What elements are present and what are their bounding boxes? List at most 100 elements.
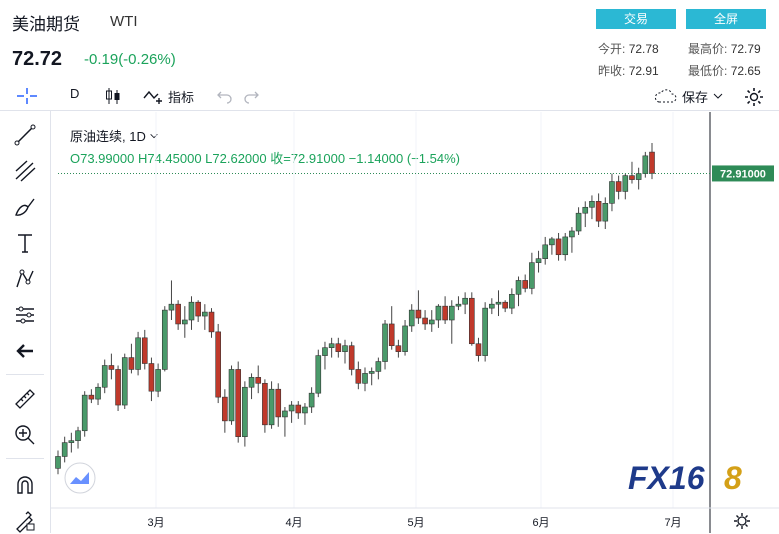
candle-body [195, 301, 201, 317]
x-tick-label: 6月 [532, 517, 549, 529]
fx168-watermark-eight: 8 [724, 460, 742, 496]
last-price: 72.72 [12, 48, 63, 70]
candle-body [515, 280, 522, 295]
candle-body [428, 319, 435, 325]
ruler-icon[interactable] [12, 386, 38, 412]
open-value: 72.78 [628, 42, 659, 56]
indicators-button[interactable]: 指标 [142, 86, 194, 106]
lock-draw-icon[interactable] [12, 508, 38, 534]
sidebar-separator [6, 374, 44, 375]
candle-body [535, 258, 542, 263]
candle-body [408, 309, 415, 327]
candle-body [555, 238, 562, 256]
last-price-tag [712, 165, 774, 182]
candle-body [649, 151, 655, 174]
candle-body [342, 345, 348, 352]
prev-close-value: 72.91 [628, 64, 659, 78]
candle-body [582, 206, 589, 214]
candle-body [135, 337, 141, 370]
back-arrow-icon[interactable] [12, 338, 38, 364]
candle-body [622, 175, 629, 192]
candle-body [268, 388, 275, 426]
save-label: 保存 [682, 89, 709, 105]
candle-body [168, 303, 175, 311]
interval-selector[interactable]: D [70, 86, 80, 101]
candle-body [642, 155, 649, 174]
candle-body [222, 396, 228, 422]
candle-body [455, 303, 462, 307]
candle-body [468, 297, 475, 345]
candle-body [248, 377, 255, 388]
candle-body [462, 297, 468, 305]
instrument-title: 美油期货 [12, 15, 80, 34]
x-tick-label: 4月 [285, 517, 302, 529]
candle-body [188, 301, 195, 321]
candle-body [569, 230, 575, 238]
candle-body [562, 236, 569, 256]
crosshair-icon[interactable] [14, 86, 40, 106]
ohlc-values: O73.99000 H74.45000 L72.62000 收=72.91000… [70, 151, 460, 166]
candle-type-icon[interactable] [104, 86, 122, 106]
candle-body [368, 371, 375, 374]
candle-body [402, 325, 408, 352]
candle-body [95, 386, 101, 400]
symbol-label: WTI [110, 13, 138, 30]
candle-body [335, 343, 342, 352]
x-tick-label: 7月 [664, 517, 681, 529]
candle-body [175, 303, 181, 325]
axis-settings-icon [737, 516, 747, 526]
candle-body [228, 369, 235, 422]
drawing-toolbar [0, 110, 51, 533]
x-tick-label: 5月 [407, 517, 424, 529]
text-tool-icon[interactable] [12, 230, 38, 256]
candle-body [128, 357, 135, 370]
prev-close-stat: 昨收: 72.91 [598, 62, 659, 79]
candle-body [355, 369, 362, 384]
candle-body [328, 343, 335, 348]
candle-body [542, 244, 549, 259]
candle-body [442, 305, 448, 321]
candle-body [108, 365, 115, 370]
high-stat: 最高价: 72.79 [688, 40, 761, 57]
pattern-tool-icon[interactable] [12, 266, 38, 292]
candle-body [549, 238, 555, 246]
tradingview-logo-mark [70, 472, 89, 484]
sidebar-separator [6, 458, 44, 459]
candle-body [115, 369, 121, 406]
save-button[interactable]: 保存 [652, 86, 724, 106]
brush-tool-icon[interactable] [12, 194, 38, 220]
zoom-in-icon[interactable] [12, 422, 38, 448]
fib-tool-icon[interactable] [12, 158, 38, 184]
price-change: -0.19(-0.26%) [84, 51, 176, 68]
measure-lines-icon[interactable] [12, 302, 38, 328]
last-price-label: 72.91000 [720, 168, 766, 180]
candle-body [148, 363, 155, 392]
candle-body [609, 181, 615, 204]
high-label: 最高价: [688, 42, 728, 56]
candle-body [155, 369, 161, 392]
undo-icon[interactable] [216, 86, 234, 106]
candle-body [375, 361, 382, 372]
open-label: 今开: [598, 42, 626, 56]
candle-body [589, 201, 595, 208]
magnet-icon[interactable] [12, 472, 38, 498]
candle-body [615, 181, 622, 192]
trade-button[interactable]: 交易 [596, 9, 676, 29]
series-legend[interactable]: 原油连续, 1D [70, 126, 159, 145]
candle-body [75, 430, 81, 441]
candle-body [308, 392, 315, 408]
settings-gear-icon[interactable] [743, 86, 765, 108]
candle-body [529, 262, 535, 289]
candle-body [595, 201, 602, 222]
x-tick-label: 3月 [147, 517, 164, 529]
candle-body [121, 357, 128, 406]
candle-body [262, 382, 268, 426]
fullscreen-button[interactable]: 全屏 [686, 9, 766, 29]
candle-body [362, 373, 368, 384]
candle-body [435, 305, 442, 321]
candle-body [388, 323, 395, 347]
candle-body [55, 456, 61, 469]
trendline-tool-icon[interactable] [12, 122, 38, 148]
redo-icon[interactable] [242, 86, 260, 106]
